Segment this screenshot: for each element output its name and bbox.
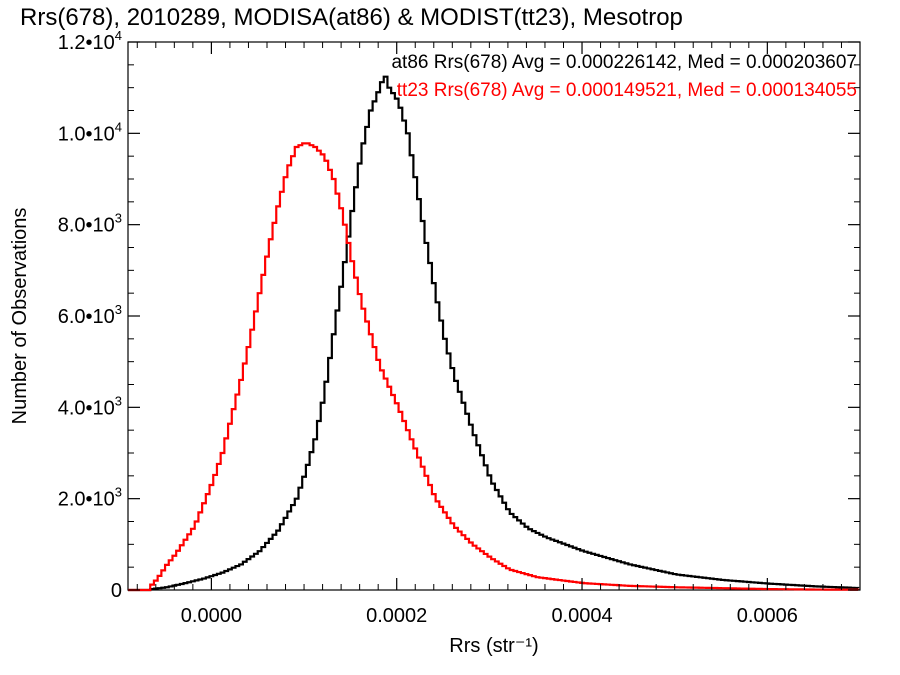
- tick-layer: 0.0000 0.0002 0.0004 0.0006 0 2.0•103 4.0•103 6…: [58, 28, 861, 627]
- legend-entry-tt23: tt23 Rrs(678) Avg = 0.000149521, Med = 0…: [397, 80, 857, 101]
- y-tick-label-5: 1.0•104: [58, 119, 122, 145]
- y-tick-label-0: 0: [111, 580, 122, 602]
- x-tick-label-2: 0.0004: [551, 605, 612, 627]
- plot-frame: [127, 41, 861, 591]
- y-tick-label-2: 4.0•103: [58, 393, 122, 419]
- series-at86-line: [128, 75, 860, 592]
- y-tick-label-3: 6.0•103: [58, 302, 122, 328]
- chart-title: Rrs(678), 2010289, MODISA(at86) & MODIST…: [20, 4, 683, 31]
- y-tick-label-4: 8.0•103: [58, 211, 122, 237]
- legend-entry-at86: at86 Rrs(678) Avg = 0.000226142, Med = 0…: [391, 52, 857, 73]
- x-tick-label-3: 0.0006: [737, 605, 798, 627]
- series-layer: [128, 75, 860, 592]
- y-tick-label-1: 2.0•103: [58, 485, 122, 511]
- y-axis-label: Number of Observations: [9, 208, 31, 425]
- y-tick-label-6: 1.2•104: [58, 28, 122, 54]
- x-axis-label: Rrs (str⁻¹): [449, 635, 538, 657]
- x-tick-label-0: 0.0000: [181, 605, 242, 627]
- x-tick-label-1: 0.0002: [366, 605, 427, 627]
- series-tt23-line: [128, 142, 860, 592]
